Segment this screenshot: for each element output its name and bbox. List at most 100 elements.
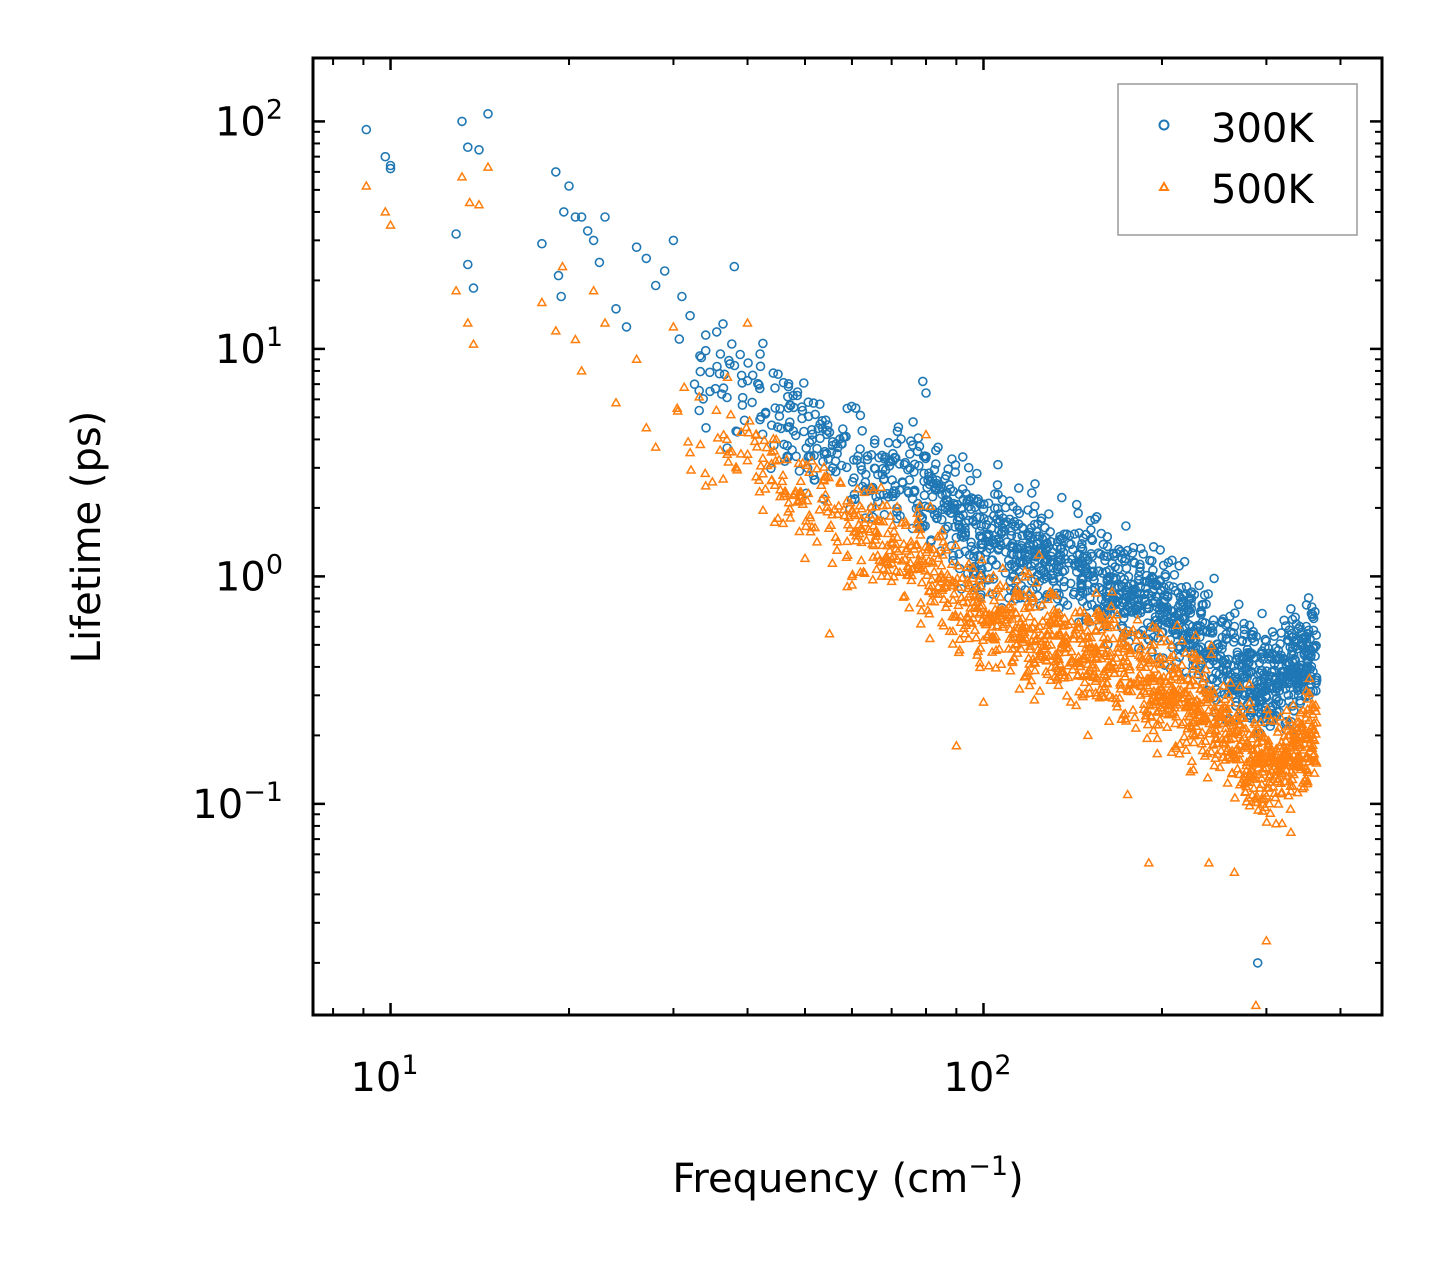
point-500k <box>1107 656 1118 666</box>
point-500k <box>1242 742 1253 752</box>
point-300k <box>807 435 817 445</box>
point-500k <box>1257 805 1268 815</box>
point-500k <box>1273 798 1284 808</box>
point-300k <box>993 459 1003 470</box>
point-500k <box>878 563 889 573</box>
point-300k <box>1041 542 1051 553</box>
point-500k <box>874 514 886 525</box>
point-500k <box>1083 681 1095 692</box>
point-500k <box>1068 629 1080 639</box>
point-300k <box>948 498 959 509</box>
point-300k <box>696 352 707 363</box>
point-500k <box>1302 703 1313 713</box>
point-300k <box>1121 596 1131 607</box>
point-300k <box>1311 630 1321 640</box>
point-300k <box>869 435 880 445</box>
point-300k <box>1029 519 1040 530</box>
point-500k <box>1221 745 1233 755</box>
point-300k <box>754 383 765 394</box>
point-500k <box>947 594 959 604</box>
point-500k <box>1170 671 1182 681</box>
point-300k <box>1301 600 1312 610</box>
point-500k <box>1220 754 1231 764</box>
y-axis-label: Lifetime (ps) <box>64 411 110 664</box>
point-300k <box>1069 529 1080 539</box>
point-500k <box>768 445 780 455</box>
point-500k <box>1296 760 1307 770</box>
point-500k <box>870 530 882 540</box>
point-500k <box>1196 738 1208 748</box>
point-500k <box>795 475 807 486</box>
point-500k <box>915 529 926 539</box>
point-500k <box>1003 643 1014 653</box>
point-500k <box>1203 857 1215 867</box>
point-300k <box>1173 602 1183 613</box>
point-500k <box>914 523 926 534</box>
point-500k <box>872 515 884 526</box>
point-300k <box>1255 668 1266 679</box>
point-500k <box>936 560 947 570</box>
point-500k <box>835 477 847 487</box>
point-500k <box>1261 935 1272 945</box>
point-300k <box>1283 636 1294 647</box>
point-500k <box>1199 672 1210 683</box>
point-500k <box>1079 676 1091 687</box>
point-300k <box>1033 519 1043 529</box>
point-500k <box>1145 655 1157 665</box>
point-300k <box>1155 545 1165 555</box>
point-500k <box>1018 625 1029 635</box>
point-500k <box>1171 711 1182 721</box>
point-500k <box>1007 613 1018 623</box>
point-500k <box>1098 638 1110 648</box>
point-300k <box>869 438 880 449</box>
point-500k <box>1124 679 1136 689</box>
point-500k <box>832 536 843 546</box>
point-500k <box>1129 711 1141 722</box>
point-300k <box>989 503 1000 514</box>
point-300k <box>1015 543 1026 553</box>
point-300k <box>729 360 740 371</box>
point-300k <box>1257 608 1267 619</box>
point-500k <box>914 556 926 566</box>
point-300k <box>1074 591 1085 602</box>
point-500k <box>1190 712 1201 722</box>
point-500k <box>1285 803 1296 813</box>
point-300k <box>944 479 954 490</box>
point-500k <box>850 530 862 540</box>
point-500k <box>1114 692 1125 702</box>
point-300k <box>556 291 567 302</box>
point-300k <box>462 142 473 152</box>
point-500k <box>1253 762 1264 772</box>
point-500k <box>969 601 980 612</box>
point-500k <box>1168 706 1180 716</box>
point-500k <box>1149 663 1160 673</box>
point-300k <box>735 349 746 360</box>
point-500k <box>959 628 971 638</box>
point-300k <box>1064 557 1074 568</box>
point-500k <box>923 541 935 552</box>
point-500k <box>777 517 789 528</box>
point-500k <box>1029 664 1041 675</box>
point-300k <box>385 163 396 174</box>
point-500k <box>1152 732 1163 743</box>
point-300k <box>994 537 1005 547</box>
point-500k <box>456 171 468 181</box>
point-500k <box>950 577 961 587</box>
point-500k <box>1063 618 1074 629</box>
point-300k <box>963 494 974 505</box>
point-500k <box>932 552 944 563</box>
point-500k <box>824 628 835 638</box>
point-300k <box>930 483 941 493</box>
point-300k <box>724 355 734 366</box>
point-500k <box>757 468 769 478</box>
point-500k <box>751 428 762 438</box>
point-500k <box>963 558 975 568</box>
point-500k <box>1029 616 1040 627</box>
point-500k <box>1246 733 1258 743</box>
point-500k <box>1228 732 1239 743</box>
point-500k <box>892 545 904 556</box>
point-300k <box>1023 505 1033 515</box>
point-300k <box>1172 616 1183 627</box>
point-500k <box>799 552 811 563</box>
point-300k <box>700 345 711 356</box>
